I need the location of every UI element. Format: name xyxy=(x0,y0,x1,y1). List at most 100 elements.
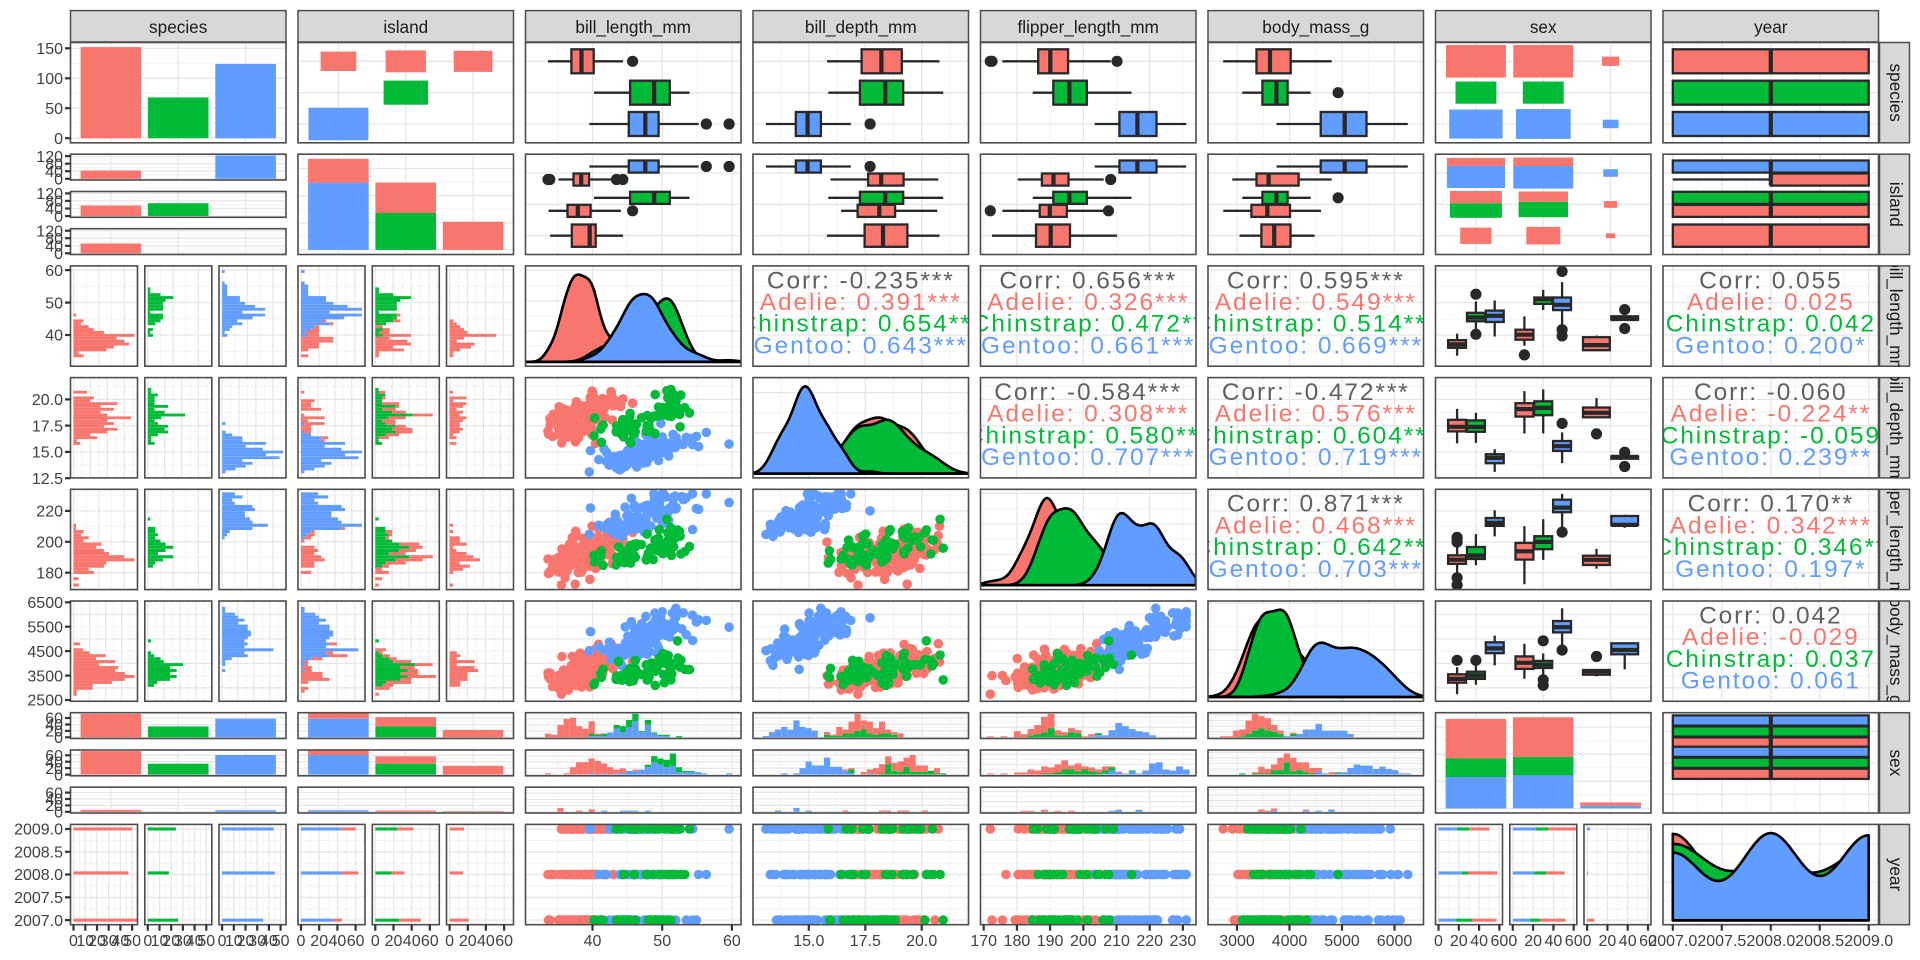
svg-text:Adelie: -0.029: Adelie: -0.029 xyxy=(1682,624,1860,651)
svg-text:2009.0: 2009.0 xyxy=(14,822,63,839)
svg-text:2007.0: 2007.0 xyxy=(14,913,63,930)
svg-text:50: 50 xyxy=(197,933,215,950)
svg-text:bill_depth_mm: bill_depth_mm xyxy=(805,17,917,37)
svg-text:Corr: -0.584***: Corr: -0.584*** xyxy=(994,379,1182,406)
svg-text:10: 10 xyxy=(225,933,243,950)
svg-text:Corr: 0.656***: Corr: 0.656*** xyxy=(999,267,1177,294)
svg-text:sex: sex xyxy=(1886,750,1906,777)
svg-text:2007.5: 2007.5 xyxy=(14,890,63,907)
svg-text:150: 150 xyxy=(36,41,63,58)
svg-text:10: 10 xyxy=(76,933,94,950)
svg-text:0: 0 xyxy=(54,805,63,822)
svg-text:20: 20 xyxy=(45,724,63,741)
svg-text:Adelie: 0.468***: Adelie: 0.468*** xyxy=(1215,512,1417,539)
svg-text:120: 120 xyxy=(36,186,63,203)
svg-text:2500: 2500 xyxy=(27,693,63,710)
svg-text:6500: 6500 xyxy=(27,595,63,612)
svg-text:bill_depth_mm: bill_depth_mm xyxy=(1886,372,1906,484)
svg-text:3500: 3500 xyxy=(27,668,63,685)
svg-text:15.0: 15.0 xyxy=(32,445,63,462)
svg-text:20: 20 xyxy=(45,761,63,778)
svg-text:Gentoo: 0.669***: Gentoo: 0.669*** xyxy=(1209,332,1423,359)
svg-text:50: 50 xyxy=(45,101,63,118)
svg-text:80: 80 xyxy=(45,231,63,248)
svg-text:80: 80 xyxy=(45,194,63,211)
svg-text:0: 0 xyxy=(54,246,63,263)
svg-text:species: species xyxy=(149,17,207,37)
svg-text:Adelie: 0.576***: Adelie: 0.576*** xyxy=(1215,401,1417,428)
svg-text:60: 60 xyxy=(45,748,63,765)
svg-text:Chinstrap: -0.059: Chinstrap: -0.059 xyxy=(1661,422,1881,449)
svg-text:Corr: -0.472***: Corr: -0.472*** xyxy=(1222,379,1410,406)
svg-text:40: 40 xyxy=(45,792,63,809)
svg-text:4500: 4500 xyxy=(27,644,63,661)
svg-text:species: species xyxy=(1886,64,1906,122)
svg-text:0: 0 xyxy=(69,933,78,950)
svg-text:Corr: 0.170**: Corr: 0.170** xyxy=(1688,491,1854,518)
svg-text:Gentoo: 0.707***: Gentoo: 0.707*** xyxy=(981,444,1195,471)
svg-text:50: 50 xyxy=(272,933,290,950)
svg-text:0: 0 xyxy=(54,730,63,747)
svg-text:Gentoo: 0.643***: Gentoo: 0.643*** xyxy=(754,332,968,359)
svg-text:5500: 5500 xyxy=(27,619,63,636)
svg-text:Gentoo: 0.061: Gentoo: 0.061 xyxy=(1681,668,1861,695)
svg-text:40: 40 xyxy=(45,201,63,218)
svg-text:2008.5: 2008.5 xyxy=(14,845,63,862)
svg-text:Corr: 0.595***: Corr: 0.595*** xyxy=(1227,267,1405,294)
svg-text:0: 0 xyxy=(218,933,227,950)
svg-text:Gentoo: 0.719***: Gentoo: 0.719*** xyxy=(1209,444,1423,471)
svg-text:bill_length_mm: bill_length_mm xyxy=(1886,258,1906,374)
svg-text:bill_length_mm: bill_length_mm xyxy=(575,17,691,37)
svg-text:40: 40 xyxy=(112,933,130,950)
svg-text:Adelie: -0.224**: Adelie: -0.224** xyxy=(1670,401,1871,428)
svg-text:40: 40 xyxy=(186,933,204,950)
svg-text:flipper_length_mm: flipper_length_mm xyxy=(1017,17,1158,37)
svg-text:Chinstrap: 0.472**: Chinstrap: 0.472** xyxy=(972,311,1205,338)
svg-text:40: 40 xyxy=(45,328,63,345)
svg-text:sex: sex xyxy=(1530,17,1557,37)
svg-text:0: 0 xyxy=(54,209,63,226)
svg-text:Adelie: 0.326***: Adelie: 0.326*** xyxy=(987,289,1189,316)
svg-text:120: 120 xyxy=(36,149,63,166)
svg-text:40: 40 xyxy=(45,754,63,771)
svg-text:Gentoo: 0.661***: Gentoo: 0.661*** xyxy=(981,332,1195,359)
svg-text:Adelie: 0.549***: Adelie: 0.549*** xyxy=(1215,289,1417,316)
svg-text:Gentoo: 0.239**: Gentoo: 0.239** xyxy=(1669,444,1872,471)
svg-text:Gentoo: 0.200*: Gentoo: 0.200* xyxy=(1675,332,1866,359)
svg-text:Adelie: 0.308***: Adelie: 0.308*** xyxy=(987,401,1189,428)
svg-text:Corr: -0.060: Corr: -0.060 xyxy=(1694,379,1848,406)
svg-text:body_mass_g: body_mass_g xyxy=(1886,598,1906,705)
svg-text:40: 40 xyxy=(260,933,278,950)
svg-text:island: island xyxy=(1886,182,1906,227)
svg-text:60: 60 xyxy=(45,263,63,280)
svg-text:2008.0: 2008.0 xyxy=(14,867,63,884)
svg-text:Chinstrap: 0.580***: Chinstrap: 0.580*** xyxy=(966,422,1210,449)
svg-text:Adelie: 0.342***: Adelie: 0.342*** xyxy=(1670,512,1872,539)
svg-text:Adelie: 0.025: Adelie: 0.025 xyxy=(1687,289,1855,316)
svg-text:12.5: 12.5 xyxy=(32,471,63,488)
svg-text:Gentoo: 0.703***: Gentoo: 0.703*** xyxy=(1209,556,1423,583)
svg-text:17.5: 17.5 xyxy=(32,418,63,435)
svg-text:40: 40 xyxy=(45,717,63,734)
svg-text:200: 200 xyxy=(36,535,63,552)
svg-text:80: 80 xyxy=(45,156,63,173)
svg-text:30: 30 xyxy=(248,933,266,950)
svg-text:180: 180 xyxy=(36,565,63,582)
svg-text:body_mass_g: body_mass_g xyxy=(1262,17,1369,37)
svg-text:100: 100 xyxy=(36,71,63,88)
svg-text:0: 0 xyxy=(54,172,63,189)
svg-text:Gentoo: 0.197*: Gentoo: 0.197* xyxy=(1675,556,1866,583)
svg-text:Adelie: 0.391***: Adelie: 0.391*** xyxy=(760,289,962,316)
svg-text:10: 10 xyxy=(151,933,169,950)
svg-text:Corr: -0.235***: Corr: -0.235*** xyxy=(767,267,955,294)
svg-text:Corr: 0.042: Corr: 0.042 xyxy=(1699,602,1842,629)
svg-text:20: 20 xyxy=(88,933,106,950)
svg-text:30: 30 xyxy=(174,933,192,950)
svg-text:year: year xyxy=(1754,17,1788,37)
svg-text:40: 40 xyxy=(45,164,63,181)
svg-text:50: 50 xyxy=(45,295,63,312)
svg-text:flipper_length_mm: flipper_length_mm xyxy=(1886,469,1906,610)
svg-text:120: 120 xyxy=(36,223,63,240)
svg-text:year: year xyxy=(1886,858,1906,892)
svg-text:0: 0 xyxy=(54,131,63,148)
